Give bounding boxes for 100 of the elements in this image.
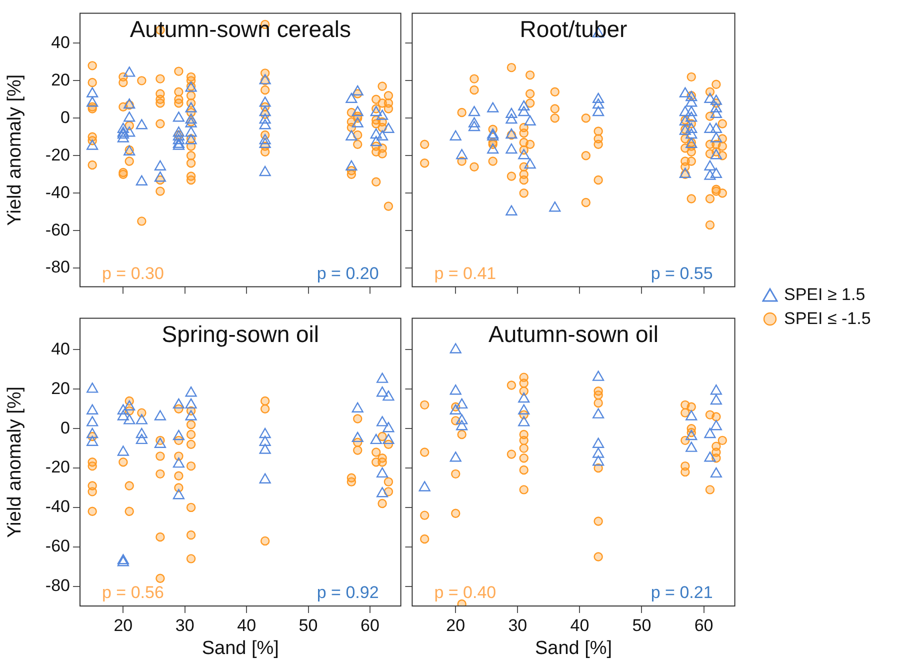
point — [172, 126, 185, 137]
point — [372, 448, 381, 457]
point — [686, 96, 698, 107]
point — [518, 392, 530, 403]
point — [704, 122, 716, 133]
y-axis-title: Yield anomaly [%] — [4, 74, 26, 226]
point — [506, 108, 518, 118]
point — [172, 457, 185, 468]
point — [592, 370, 604, 381]
annotation: p = 0.55 — [650, 264, 713, 283]
point — [259, 138, 271, 148]
point — [186, 554, 196, 564]
point — [686, 402, 696, 412]
point — [117, 410, 129, 420]
point — [117, 132, 129, 142]
y-tick-label: -60 — [45, 220, 70, 240]
point — [186, 502, 196, 512]
annotation: p = 0.21 — [650, 583, 713, 602]
point — [382, 422, 394, 432]
point — [156, 452, 165, 461]
point — [592, 106, 604, 116]
point — [456, 398, 468, 409]
point — [117, 404, 129, 414]
point — [378, 458, 387, 467]
point — [451, 469, 460, 479]
point — [679, 106, 691, 116]
point — [186, 430, 196, 440]
point — [154, 172, 166, 182]
point — [519, 444, 528, 453]
point — [346, 477, 356, 486]
point — [592, 456, 604, 466]
x-tick-label: 50 — [298, 616, 318, 635]
x-tick-label: 60 — [360, 616, 380, 635]
point — [518, 404, 530, 414]
point — [686, 410, 698, 420]
point — [124, 126, 136, 137]
point — [506, 113, 518, 124]
point — [524, 158, 536, 169]
point — [592, 98, 604, 109]
point — [680, 467, 690, 477]
chart-title: Autumn-sown oil — [488, 321, 659, 348]
point — [185, 102, 197, 112]
x-tick-label: 20 — [446, 616, 466, 635]
y-tick-label: -60 — [45, 536, 70, 556]
point — [382, 122, 394, 133]
point — [420, 534, 430, 544]
point — [117, 446, 129, 456]
point — [185, 398, 197, 409]
point — [185, 113, 197, 124]
point — [468, 120, 480, 132]
y-tick-label: -20 — [45, 458, 70, 477]
point — [376, 386, 388, 397]
point — [704, 452, 716, 462]
point — [378, 498, 387, 508]
x-tick-label: 50 — [632, 616, 652, 635]
x-tick-label: 40 — [237, 616, 256, 635]
y-tick-label: 20 — [51, 70, 70, 90]
point — [418, 481, 430, 492]
point — [376, 416, 388, 426]
point — [549, 201, 561, 212]
point — [592, 92, 604, 104]
annotation: p = 0.30 — [102, 264, 164, 283]
point — [259, 436, 271, 446]
point — [353, 414, 362, 424]
annotation: p = 0.20 — [316, 264, 379, 283]
point — [519, 485, 528, 494]
point — [346, 130, 358, 140]
point — [136, 428, 148, 438]
y-tick-label: -80 — [45, 576, 70, 595]
point — [88, 487, 97, 496]
y-tick-label: -80 — [45, 258, 70, 277]
point — [519, 454, 528, 463]
point — [376, 487, 388, 498]
y-tick-label: 40 — [51, 339, 70, 358]
point — [487, 143, 499, 154]
legend-label: SPEI ≤ -1.5 — [784, 309, 871, 329]
point — [259, 113, 271, 124]
point — [704, 92, 716, 104]
chart-title: Spring-sown oil — [162, 321, 320, 348]
point — [710, 102, 722, 112]
point — [156, 469, 165, 479]
point — [710, 168, 722, 178]
point — [450, 343, 462, 354]
x-axis-title: Sand [%] — [534, 638, 612, 659]
point — [346, 92, 358, 104]
point — [594, 398, 603, 408]
point — [710, 132, 722, 142]
point — [468, 106, 480, 116]
point — [172, 430, 185, 440]
point — [712, 412, 721, 422]
point — [704, 160, 716, 170]
point — [154, 438, 166, 448]
point — [686, 442, 698, 452]
point — [117, 122, 129, 133]
point — [382, 434, 394, 444]
point — [686, 106, 698, 116]
point — [352, 106, 364, 116]
point — [259, 166, 271, 176]
chart-title: Root/tuber — [520, 16, 628, 42]
point — [260, 404, 270, 414]
